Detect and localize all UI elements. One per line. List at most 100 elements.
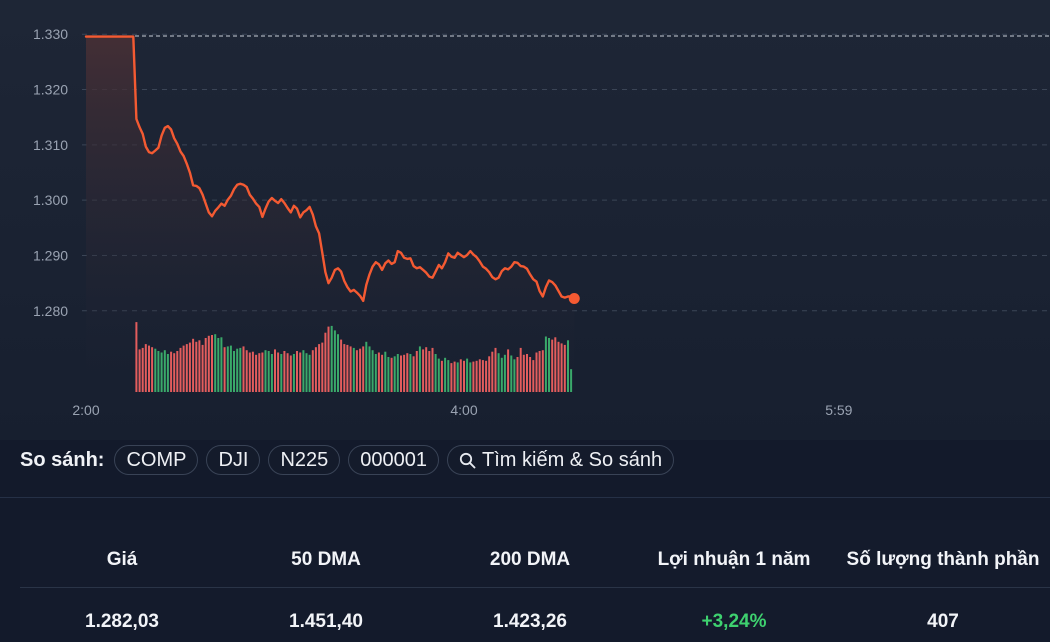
volume-bar (207, 335, 210, 392)
volume-bar (305, 353, 308, 392)
volume-bar (510, 355, 513, 392)
volume-bar (494, 347, 497, 392)
volume-bar (135, 322, 138, 392)
volume-bar (321, 342, 324, 392)
volume-bar (560, 343, 563, 392)
compare-chip-n225[interactable]: N225 (268, 445, 341, 475)
x-tick-label: 4:00 (450, 402, 477, 418)
volume-bar (286, 353, 289, 392)
y-tick-label: 1.310 (33, 137, 68, 153)
volume-bar (557, 341, 560, 392)
volume-bar (141, 347, 144, 392)
volume-bar (280, 354, 283, 392)
header-50dma: 50 DMA (291, 549, 361, 570)
volume-bar (195, 341, 198, 392)
volume-bar (274, 349, 276, 392)
volume-bar (396, 354, 399, 392)
volume-bar (154, 348, 157, 392)
volume-bar (163, 350, 166, 392)
volume-bar (475, 360, 478, 392)
volume-bar (355, 350, 358, 392)
volume-bar (292, 354, 295, 392)
volume-bar (308, 354, 311, 392)
volume-bar (532, 360, 535, 392)
volume-bar (459, 359, 462, 392)
volume-bar (166, 354, 169, 392)
volume-bar (223, 347, 226, 392)
volume-bar (406, 353, 409, 392)
last-price-marker[interactable] (568, 293, 580, 305)
volume-bar (466, 358, 469, 392)
volume-bar (188, 342, 191, 392)
stats-separator (20, 587, 1050, 588)
section-divider (0, 497, 1050, 498)
volume-bar (393, 356, 396, 392)
volume-bar (362, 346, 365, 392)
volume-bar (258, 353, 261, 392)
compare-chip-comp[interactable]: COMP (114, 445, 199, 475)
compare-chip-dji[interactable]: DJI (206, 445, 261, 475)
volume-bar (330, 325, 333, 392)
volume-bar (526, 354, 528, 392)
volume-bar (157, 351, 160, 392)
volume-bar (544, 336, 547, 392)
volume-bar (220, 337, 223, 392)
volume-bar (469, 362, 472, 392)
volume-bar (387, 357, 390, 392)
volume-bar (289, 355, 292, 392)
compare-bar: So sánh: COMP DJI N225 000001 Tìm kiếm &… (20, 443, 675, 477)
volume-bar (324, 332, 327, 392)
volume-bar (418, 346, 421, 392)
volume-bar (491, 351, 494, 392)
volume-bar (541, 350, 544, 392)
value-price: 1.282,03 (85, 611, 159, 632)
volume-bar (538, 351, 541, 392)
volume-bar (488, 356, 491, 392)
volume-bar (415, 351, 418, 392)
volume-bar (251, 351, 254, 392)
volume-bar (340, 339, 343, 392)
volume-bar (226, 346, 229, 392)
volume-bar (422, 349, 425, 392)
y-tick-label: 1.290 (33, 247, 68, 263)
volume-bar (346, 344, 349, 392)
volume-bar (371, 350, 374, 392)
volume-bar (447, 360, 450, 392)
volume-bar (311, 350, 314, 392)
volume-bar (255, 354, 258, 392)
compare-chip-000001[interactable]: 000001 (348, 445, 440, 475)
search-icon (459, 452, 476, 468)
volume-bar (245, 350, 248, 392)
volume-bar (229, 345, 232, 392)
volume-bar (444, 357, 447, 392)
price-area (86, 36, 575, 392)
volume-bar (535, 352, 538, 392)
volume-bar (570, 369, 573, 392)
volume-bar (144, 344, 147, 392)
volume-bar (554, 337, 557, 392)
volume-bar (192, 338, 195, 392)
volume-bar (242, 346, 245, 392)
volume-bar (400, 355, 402, 392)
volume-bar (503, 354, 506, 392)
search-compare-button[interactable]: Tìm kiếm & So sánh (447, 445, 675, 475)
volume-bar (519, 347, 522, 392)
volume-bar (381, 354, 384, 392)
volume-bar (318, 344, 321, 392)
volume-bar (352, 347, 355, 392)
volume-bar (359, 348, 362, 392)
volume-bar (248, 352, 251, 392)
chart-svg[interactable]: 1.330 1.320 1.310 1.300 1.290 1.280 2:00 4:00 5… (0, 0, 1050, 440)
volume-bar (551, 339, 554, 392)
volume-bar (390, 357, 393, 392)
volume-bar (170, 351, 173, 392)
volume-bar (437, 358, 440, 392)
y-tick-label: 1.320 (33, 82, 68, 98)
volume-bar (343, 344, 346, 392)
volume-bar (516, 357, 519, 392)
volume-bar (204, 338, 207, 392)
volume-bar (148, 345, 150, 392)
price-chart[interactable]: 1.330 1.320 1.310 1.300 1.290 1.280 2:00 4:00 5… (0, 0, 1050, 440)
volume-bar (176, 351, 179, 392)
stats-table: Giá 50 DMA 200 DMA Lợi nhuận 1 năm Số lư… (20, 520, 1050, 632)
